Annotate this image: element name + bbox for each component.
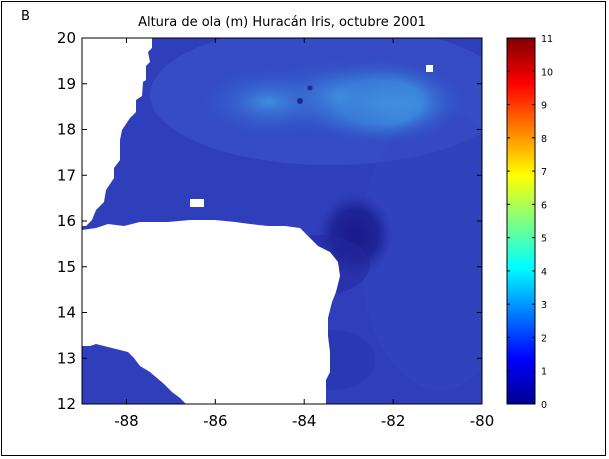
y-tick-label: 17	[57, 166, 76, 184]
colorbar-tick-label: 11	[541, 34, 553, 45]
colorbar-tick-label: 0	[541, 400, 547, 411]
colorbar-tick-label: 9	[541, 101, 547, 112]
y-tick-label: 13	[57, 349, 76, 367]
y-tick-label: 15	[57, 258, 76, 276]
colorbar-tick-label: 5	[541, 234, 547, 245]
x-tick-label: -88	[114, 412, 139, 430]
colorbar-tick-label: 4	[541, 267, 547, 278]
colorbar	[506, 37, 536, 405]
x-tick-label: -80	[470, 412, 495, 430]
colorbar-tick-label: 2	[541, 333, 547, 344]
wave-field-east	[360, 110, 482, 390]
land-yucatan	[82, 38, 152, 226]
chart-title: Altura de ola (m) Huracán Iris, octubre …	[138, 15, 426, 30]
panel-label: B	[21, 9, 30, 24]
y-tick-label: 19	[57, 75, 76, 93]
land-honduras	[82, 220, 340, 404]
island-white-1	[426, 65, 433, 72]
colorbar-tick-label: 1	[541, 367, 547, 378]
colorbar-tick-label: 10	[541, 67, 553, 78]
y-tick-label: 16	[57, 212, 76, 230]
colorbar-tick-label: 6	[541, 200, 547, 211]
y-tick-label: 14	[57, 304, 76, 322]
colorbar-tick-label: 7	[541, 167, 547, 178]
y-tick-label: 20	[57, 29, 76, 47]
y-tick-label: 12	[57, 395, 76, 413]
x-tick-label: -86	[203, 412, 228, 430]
colorbar-tick-label: 8	[541, 134, 547, 145]
island-dot-2	[307, 85, 313, 91]
wave-peak	[196, 66, 341, 139]
y-tick-label: 18	[57, 121, 76, 139]
island-dot-1	[297, 98, 303, 104]
x-tick-label: -82	[381, 412, 406, 430]
colorbar-tick-label: 3	[541, 300, 547, 311]
island-white-2	[190, 199, 204, 207]
x-tick-label: -84	[292, 412, 317, 430]
